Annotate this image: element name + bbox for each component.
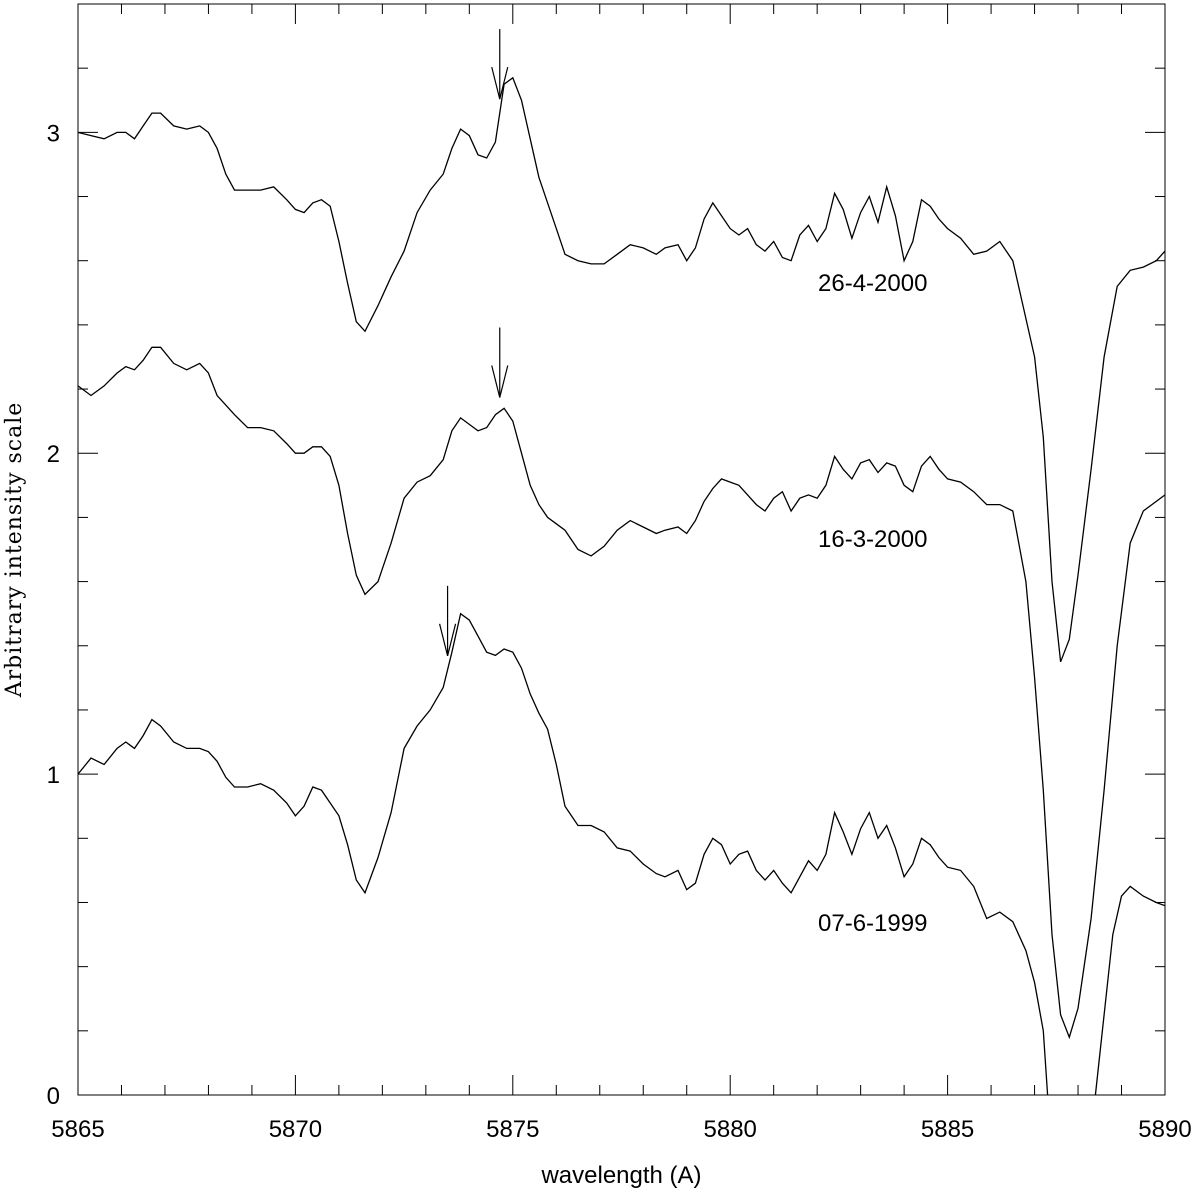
plot-border (77, 3, 1166, 1096)
series-line-segment (1094, 885, 1166, 1096)
arrow-head (438, 623, 457, 656)
x-tick-label: 5890 (1138, 1116, 1191, 1143)
y-tick-label: 0 (47, 1083, 60, 1110)
series-line (77, 346, 1166, 1040)
series-line (77, 612, 1049, 1096)
arrow-head (491, 365, 509, 398)
tick-labels: 5865 5870 5875 5880 5885 5890 0 1 2 3 (47, 120, 1192, 1143)
x-tick-label: 5885 (921, 1116, 974, 1143)
y-tick-label: 2 (47, 441, 60, 468)
x-tick-label: 5865 (51, 1116, 104, 1143)
series-group (77, 76, 1166, 1096)
arrow-markers (438, 29, 509, 656)
y-tick-label: 1 (47, 762, 60, 789)
series-labels: 26-4-2000 16-3-2000 07-6-1999 (818, 270, 927, 937)
plot-frame (77, 3, 1166, 1096)
x-tick-label: 5880 (704, 1116, 757, 1143)
x-tick-label: 5870 (269, 1116, 322, 1143)
y-axis-label: Arbitrary intensity scale (2, 402, 27, 699)
series-label: 26-4-2000 (818, 270, 927, 297)
series-label: 16-3-2000 (818, 526, 927, 553)
x-axis-label: wavelength (A) (540, 1162, 701, 1189)
series-line (77, 76, 1166, 663)
arrow-head (491, 66, 509, 100)
series-label: 07-6-1999 (818, 910, 927, 937)
x-tick-label: 5875 (486, 1116, 539, 1143)
axis-ticks (77, 3, 1166, 1096)
y-tick-label: 3 (47, 120, 60, 147)
